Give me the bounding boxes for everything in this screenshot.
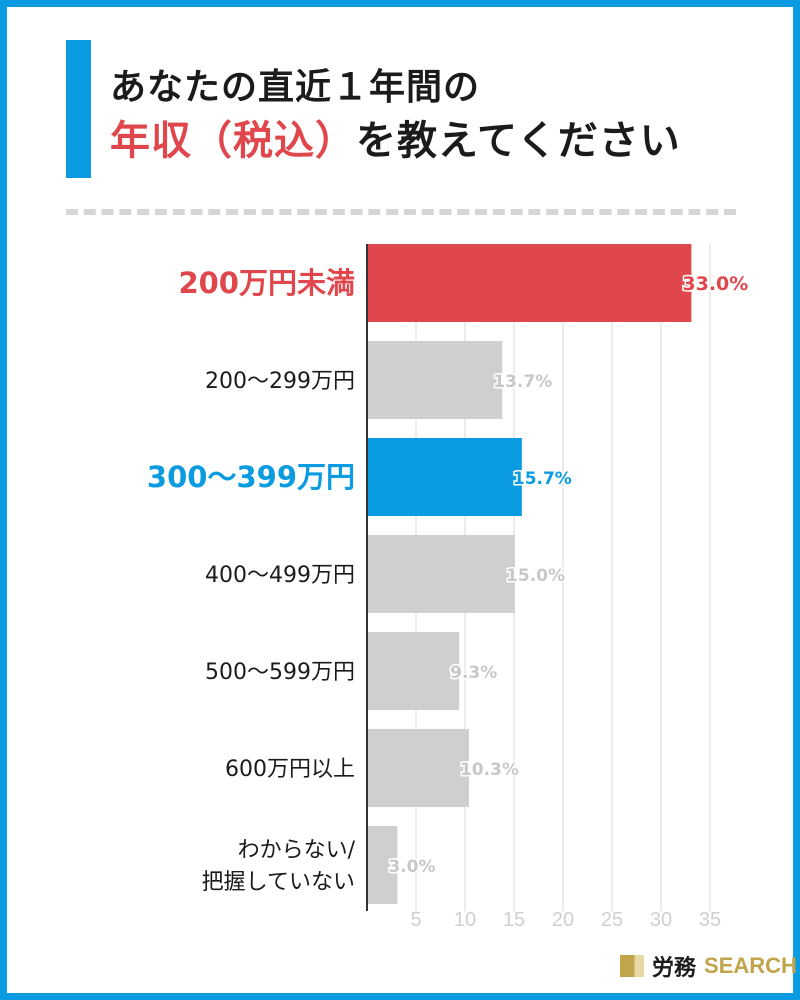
category-label: わからない/把握していない: [202, 838, 356, 895]
brand-jp: 労務: [652, 956, 697, 981]
book-icon: [620, 955, 644, 977]
category-label: 600万円以上: [225, 757, 355, 782]
title-accent-bar: [66, 40, 91, 178]
x-tick-label: 15: [503, 909, 525, 931]
bar: [368, 729, 469, 807]
category-label: 200〜299万円: [205, 369, 355, 394]
data-label: 3.0%: [388, 857, 435, 877]
data-label: 33.0%: [682, 273, 748, 295]
bar: [368, 438, 522, 516]
bar: [368, 244, 692, 322]
x-tick-label: 20: [552, 909, 574, 931]
bar: [368, 535, 515, 613]
x-tick-label: 25: [601, 909, 623, 931]
chart-title-line1: あなたの直近１年間の: [110, 67, 481, 108]
title-highlight: 年収（税込）: [110, 118, 356, 164]
bar: [368, 826, 398, 904]
x-tick-label: 35: [699, 909, 721, 931]
category-label: 200万円未満: [178, 266, 355, 300]
title-rest: を教えてください: [356, 118, 681, 164]
data-label: 15.7%: [513, 469, 572, 489]
x-tick-label: 10: [454, 909, 476, 931]
brand-logo: 労務 SEARCH: [620, 950, 797, 982]
data-label: 9.3%: [450, 663, 497, 683]
data-label: 13.7%: [493, 372, 552, 392]
data-label: 10.3%: [460, 760, 519, 780]
bar: [368, 632, 460, 710]
x-tick-label: 5: [410, 909, 421, 931]
divider: [66, 209, 736, 215]
data-label: 15.0%: [506, 566, 565, 586]
brand-en: SEARCH: [704, 953, 797, 978]
x-tick-label: 30: [650, 909, 672, 931]
bar: [368, 341, 503, 419]
category-label: 400〜499万円: [205, 563, 355, 588]
category-label: 300〜399万円: [147, 460, 355, 494]
chart-title-line2: 年収（税込）を教えてください: [110, 108, 681, 166]
category-label: 500〜599万円: [205, 660, 355, 685]
